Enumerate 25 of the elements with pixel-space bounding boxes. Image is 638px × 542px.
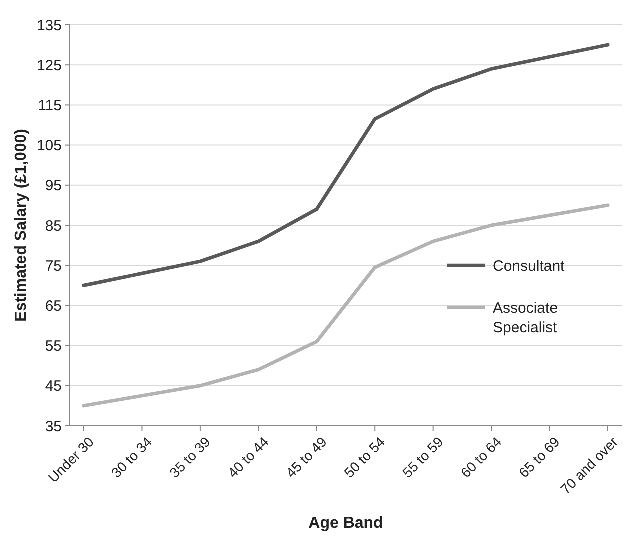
x-tick-label: 55 to 59 — [399, 434, 447, 481]
y-tick-label: 55 — [45, 338, 62, 356]
y-tick-label: 45 — [45, 378, 62, 396]
y-tick-label: 65 — [45, 298, 62, 315]
y-tick-label: 125 — [36, 57, 62, 74]
x-tick-label: 60 to 64 — [458, 434, 505, 481]
y-tick-label: 35 — [45, 418, 62, 436]
y-tick-label: 105 — [36, 138, 62, 155]
x-tick-label: 35 to 39 — [166, 434, 214, 481]
legend-label: Associate Specialist — [493, 300, 558, 336]
y-tick-label: 95 — [45, 178, 62, 195]
x-axis-title: Age Band — [308, 515, 384, 532]
x-tick-label: 45 to 49 — [282, 434, 330, 481]
x-tick-label: 40 to 44 — [224, 434, 272, 481]
y-tick-label: 115 — [38, 97, 62, 114]
y-tick-label: 135 — [36, 17, 62, 34]
x-tick-label: 30 to 34 — [108, 434, 156, 481]
legend-label: Consultant — [493, 258, 566, 275]
x-tick-label: 65 to 69 — [516, 434, 563, 481]
line-series — [82, 204, 610, 408]
y-tick-label: 75 — [45, 258, 62, 275]
y-axis-title: Estimated Salary (£1,000) — [13, 129, 30, 322]
y-tick-label: 85 — [45, 218, 62, 235]
x-tick-label: 50 to 54 — [341, 434, 388, 481]
line-series — [82, 43, 610, 288]
